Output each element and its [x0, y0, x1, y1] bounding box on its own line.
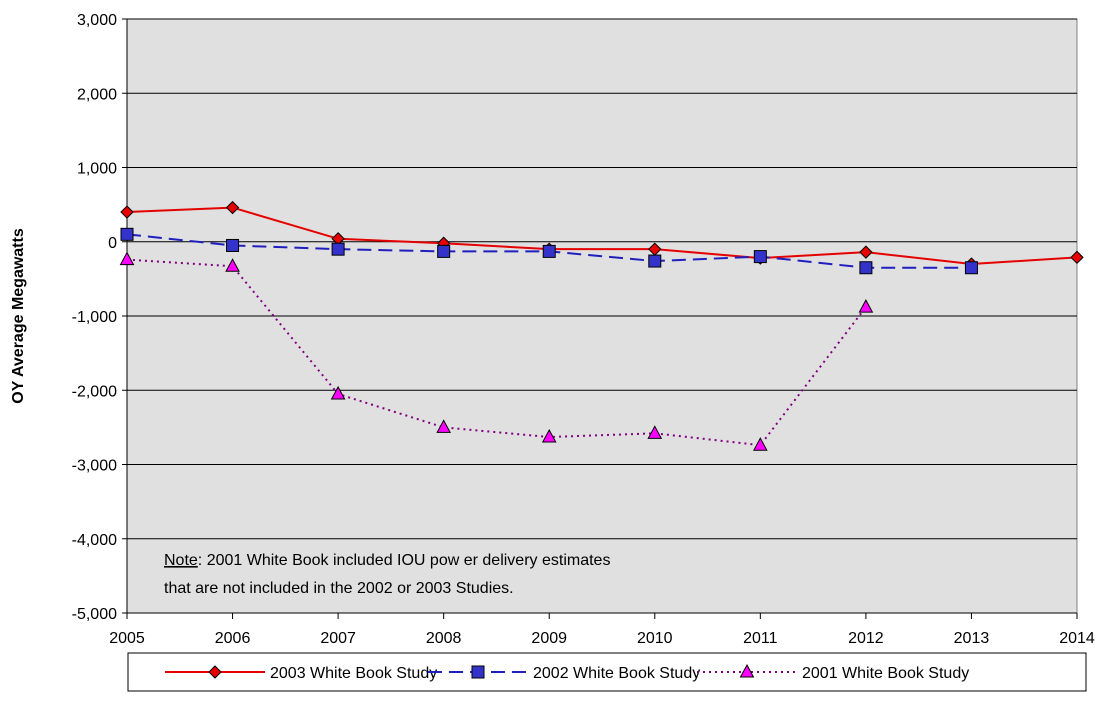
- y-tick-label: -2,000: [72, 383, 117, 400]
- data-point: [119, 251, 135, 266]
- y-tick-labels: 3,000 2,000 1,000 0 -1,000 -2,000 -3,000 -4,000…: [72, 12, 117, 623]
- legend-label: 2003 White Book Study: [270, 665, 437, 682]
- series-line: [126, 258, 867, 447]
- x-tick-label: 2007: [320, 630, 356, 647]
- data-point: [541, 428, 557, 443]
- y-tick-label: 0: [108, 235, 117, 252]
- x-tick-label: 2010: [637, 630, 673, 647]
- legend-label: 2001 White Book Study: [802, 665, 969, 682]
- legend-swatch-marker: [471, 665, 485, 679]
- svg-text:Note: 2001 White Book included: Note: 2001 White Book included IOU pow e…: [164, 552, 610, 569]
- y-axis-label: OY Average Megawatts: [10, 228, 27, 404]
- data-point: [859, 245, 873, 259]
- x-tick-label: 2009: [531, 630, 567, 647]
- data-point: [647, 425, 663, 439]
- legend-box: [127, 652, 1087, 692]
- legend-entry-2: 2002 White Book Study: [428, 665, 700, 682]
- y-tick-label: 3,000: [77, 12, 117, 29]
- series-2: [120, 227, 978, 275]
- data-point: [648, 254, 662, 268]
- axes: [122, 18, 1078, 619]
- legend: 2003 White Book Study 2002 White Book Stu…: [127, 652, 1087, 692]
- y-tick-label: 1,000: [77, 161, 117, 178]
- legend-label: 2002 White Book Study: [533, 665, 700, 682]
- y-tick-label: -5,000: [72, 606, 117, 623]
- annotation: Note: 2001 White Book included IOU pow e…: [164, 552, 610, 597]
- data-point: [542, 244, 556, 258]
- x-tick-label: 2012: [848, 630, 884, 647]
- x-tick-label: 2011: [743, 630, 778, 647]
- y-tick-label: -3,000: [72, 458, 117, 475]
- data-point: [1070, 250, 1084, 265]
- y-tick-label: 2,000: [77, 86, 117, 103]
- annotation-line1: : 2001 White Book included IOU pow er de…: [198, 552, 611, 569]
- series-group: [119, 200, 1084, 451]
- x-tick-label: 2005: [109, 630, 145, 647]
- x-tick-label: 2014: [1059, 630, 1095, 647]
- data-point: [226, 238, 240, 252]
- x-tick-label: 2013: [954, 630, 990, 647]
- data-point: [225, 200, 240, 215]
- series-line: [126, 206, 1078, 266]
- annotation-note-word: Note: [164, 552, 198, 569]
- x-tick-labels: 2005 2006 2007 2008 2009 2010 2011 2012 2013 2014: [109, 630, 1095, 647]
- data-point: [120, 205, 134, 219]
- data-point: [859, 261, 873, 275]
- data-point: [752, 437, 768, 451]
- data-point: [437, 244, 451, 258]
- series-3: [119, 251, 874, 451]
- y-tick-label: -1,000: [72, 309, 117, 326]
- data-point: [964, 261, 978, 275]
- data-point: [120, 227, 134, 241]
- data-point: [858, 299, 874, 313]
- data-point: [330, 385, 346, 400]
- data-point: [436, 419, 452, 433]
- x-tick-label: 2006: [215, 630, 251, 647]
- data-point: [331, 242, 345, 256]
- data-point: [225, 258, 240, 272]
- y-tick-label: -4,000: [72, 532, 117, 549]
- legend-entry-3: 2001 White Book Study: [697, 663, 969, 682]
- x-tick-label: 2008: [426, 630, 462, 647]
- legend-swatch-marker: [739, 663, 755, 678]
- annotation-line2: that are not included in the 2002 or 200…: [164, 580, 514, 597]
- legend-entry-1: 2003 White Book Study: [165, 665, 437, 682]
- data-point: [753, 250, 767, 264]
- legend-swatch-marker: [208, 665, 222, 679]
